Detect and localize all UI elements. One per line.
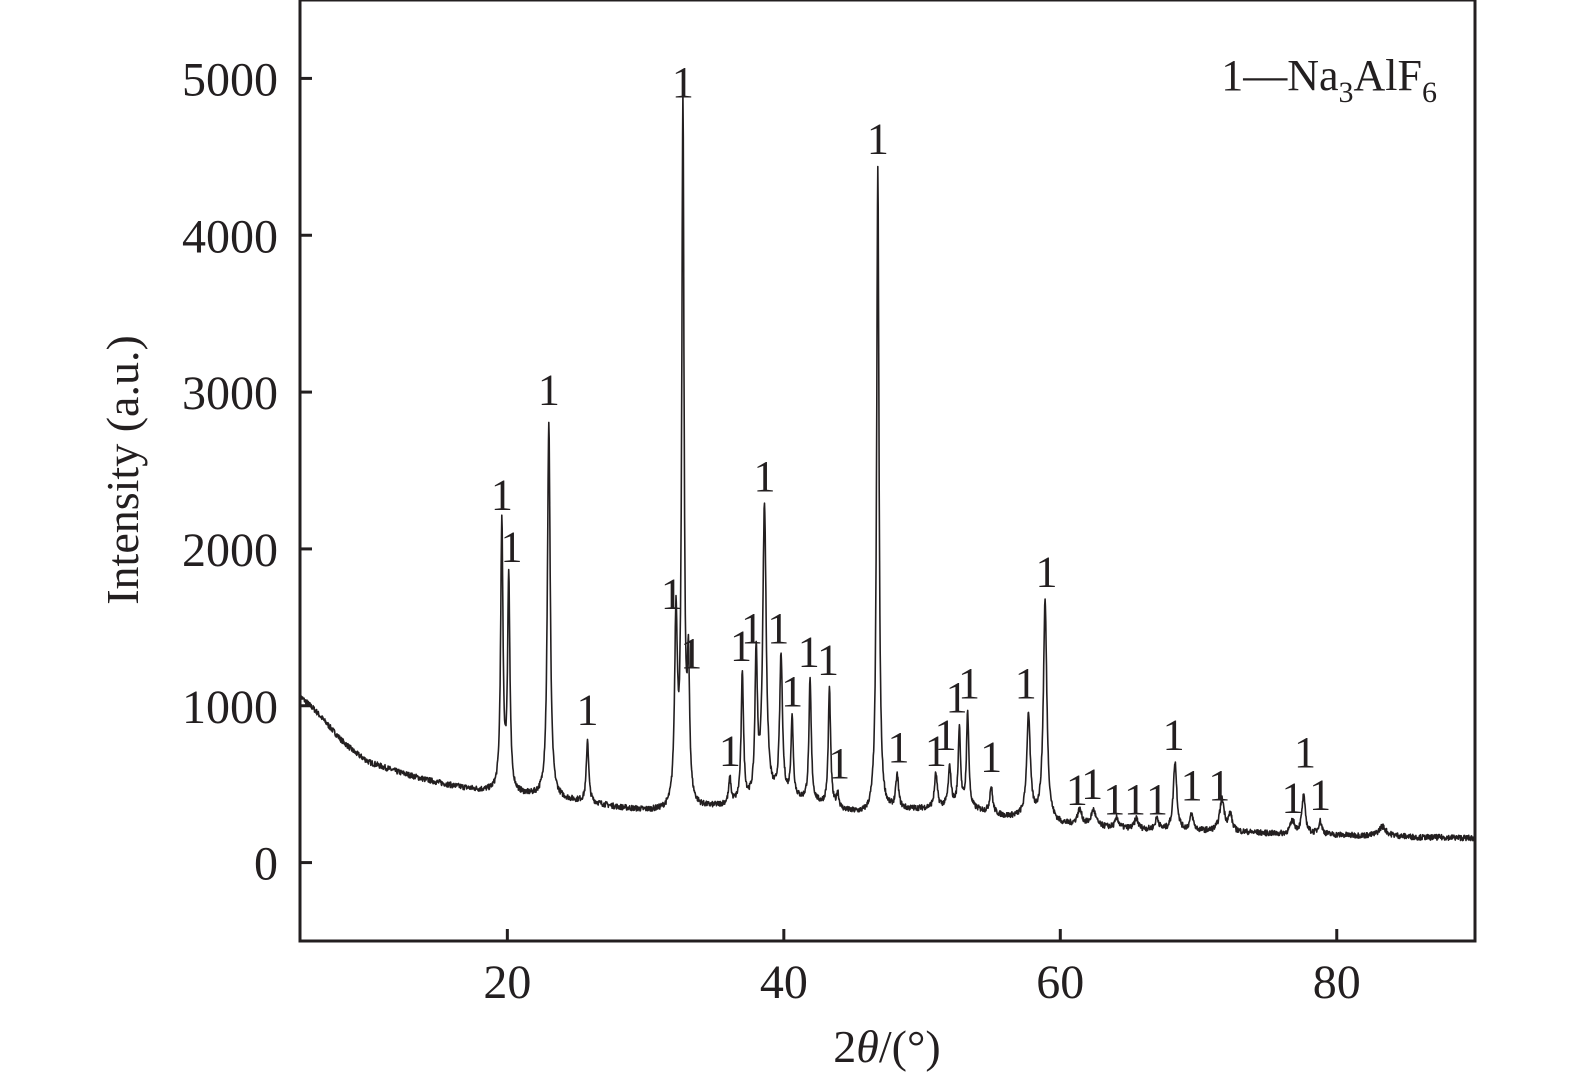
peak-label: 1: [730, 621, 752, 670]
y-tick-label: 3000: [182, 367, 278, 420]
diffraction-pattern-line: [299, 91, 1476, 842]
x-axis-title-theta: θ: [856, 1021, 879, 1072]
peak-label: 1: [888, 723, 910, 772]
x-axis-title-prefix: 2: [833, 1021, 856, 1072]
peak-label: 1: [781, 667, 803, 716]
y-tick-label: 2000: [182, 524, 278, 577]
peak-label: 1: [1282, 773, 1304, 822]
y-tick-label: 5000: [182, 53, 278, 106]
peak-label: 1: [935, 711, 957, 760]
peak-label: 1: [980, 733, 1002, 782]
peak-label: 1: [672, 58, 694, 107]
x-tick-label: 20: [483, 956, 531, 1009]
peak-label: 1: [491, 471, 513, 520]
legend-number: 1: [1221, 51, 1243, 100]
x-axis-title-suffix: /(°): [879, 1021, 941, 1072]
peak-label: 1: [946, 673, 968, 722]
peak-label: 1: [798, 628, 820, 677]
peak-label: 1: [767, 604, 789, 653]
peak-label: 1: [1124, 775, 1146, 824]
x-tick-label: 80: [1313, 956, 1361, 1009]
peak-label: 1: [958, 659, 980, 708]
peak-label: 1: [1103, 775, 1125, 824]
legend-dash: —: [1242, 51, 1288, 100]
peak-label: 1: [817, 635, 839, 684]
peak-label: 1: [1163, 711, 1185, 760]
legend-formula-sub-3: 3: [1339, 76, 1354, 109]
peak-label: 1: [680, 629, 702, 678]
legend-formula-alf: AlF: [1354, 51, 1422, 100]
peak-label: 1: [867, 115, 889, 164]
y-axis-title: Intensity (a.u.): [97, 335, 148, 605]
legend-formula-sub-6: 6: [1422, 76, 1437, 109]
legend-formula-na: Na: [1287, 51, 1338, 100]
peak-label: 1: [1309, 770, 1331, 819]
peak-label: 1: [661, 570, 683, 619]
plot-frame: [298, 0, 1477, 943]
peak-label: 1: [538, 366, 560, 415]
y-tick-label: 0: [254, 838, 278, 891]
peak-label: 1: [1146, 775, 1168, 824]
peak-label: 1: [828, 739, 850, 788]
x-axis-title: 2θ/(°): [833, 1021, 940, 1072]
x-tick-label: 40: [760, 956, 808, 1009]
legend: 1—Na3AlF6: [1221, 51, 1437, 109]
peak-label: 1: [1294, 728, 1316, 777]
peak-label: 1: [753, 452, 775, 501]
peak-label: 1: [1181, 761, 1203, 810]
peak-label: 1: [719, 726, 741, 775]
peak-label: 1: [1208, 761, 1230, 810]
x-tick-label: 60: [1036, 956, 1084, 1009]
peak-label: 1: [925, 726, 947, 775]
peak-label: 1: [577, 686, 599, 735]
peak-label: 1: [741, 604, 763, 653]
peak-label: 1: [1066, 766, 1088, 815]
y-tick-label: 4000: [182, 210, 278, 263]
peak-label: 1: [1081, 759, 1103, 808]
y-axis-ticks: 0 1000 2000 3000 4000 5000: [182, 53, 312, 891]
x-axis-ticks: 20 40 60 80: [483, 929, 1361, 1009]
peak-label: 1: [501, 522, 523, 571]
y-tick-label: 1000: [182, 681, 278, 734]
peak-label: 1: [1015, 659, 1037, 708]
peak-label: 1: [1035, 548, 1057, 597]
